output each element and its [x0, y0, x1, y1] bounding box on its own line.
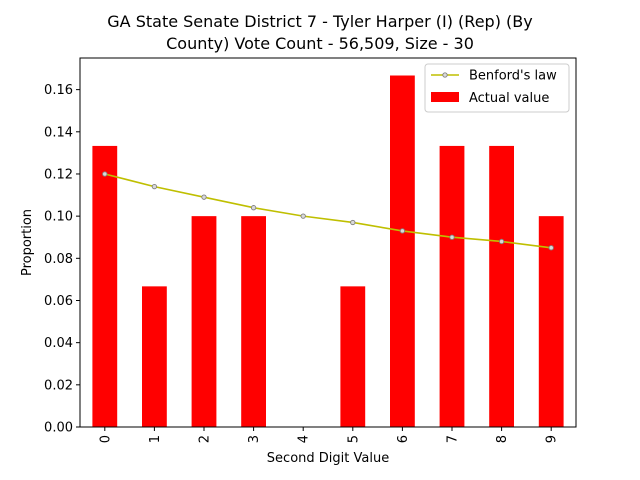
x-tick-label: 9 — [545, 435, 560, 443]
bar-8 — [489, 145, 514, 427]
x-tick-label: 8 — [495, 435, 510, 443]
x-axis-label: Second Digit Value — [267, 451, 389, 466]
x-tick-label: 0 — [98, 435, 113, 443]
bar-6 — [390, 75, 415, 427]
chart-title-line-1: GA State Senate District 7 - Tyler Harpe… — [107, 12, 533, 31]
x-tick-label: 4 — [297, 435, 312, 443]
y-tick-label: 0.04 — [44, 336, 73, 351]
y-tick-label: 0.02 — [44, 378, 73, 393]
benford-point-5 — [350, 219, 356, 226]
legend-marker-swatch — [442, 72, 448, 78]
chart-title-line-2: County) Vote Count - 56,509, Size - 30 — [166, 34, 474, 53]
x-tick-label: 3 — [247, 435, 262, 443]
x-tick-label: 1 — [148, 435, 163, 443]
bar-3 — [241, 216, 266, 427]
y-axis-label: Proportion — [20, 209, 35, 276]
benford-point-1 — [151, 183, 158, 190]
benford-point-0 — [102, 171, 108, 177]
bar-0 — [92, 145, 118, 427]
y-tick-label: 0.14 — [44, 125, 73, 140]
legend-box — [424, 63, 570, 113]
benford-point-3 — [250, 205, 257, 211]
benford-line — [104, 173, 552, 249]
bar-1 — [142, 286, 167, 427]
x-axis: 0 1 2 3 4 5 6 7 8 9 — [98, 427, 560, 443]
bar-2 — [191, 216, 217, 427]
legend-label-benford: Benford's law — [469, 69, 557, 84]
y-tick-label: 0.12 — [44, 167, 73, 182]
benford-point-8 — [498, 238, 505, 245]
bar-9 — [538, 216, 564, 427]
benford-point-2 — [201, 194, 207, 200]
x-tick-label: 7 — [446, 435, 461, 443]
y-tick-label: 0.10 — [44, 210, 73, 225]
benford-point-6 — [399, 228, 406, 234]
y-tick-label: 0.00 — [44, 421, 73, 436]
benford-point-4 — [300, 213, 306, 219]
legend-bar-swatch — [431, 92, 459, 102]
x-tick-label: 5 — [346, 435, 361, 443]
x-tick-label: 2 — [198, 435, 213, 443]
benford-point-9 — [548, 245, 554, 251]
x-tick-label: 6 — [396, 435, 411, 443]
y-axis: 0.00 0.02 0.04 0.06 0.08 0.10 0.12 0.14 0.16 — [44, 83, 80, 436]
bar-7 — [439, 145, 465, 427]
legend-label-actual: Actual value — [469, 91, 549, 106]
legend: Benford's law Actual value — [424, 63, 570, 113]
y-tick-label: 0.16 — [44, 83, 73, 98]
y-tick-label: 0.06 — [44, 294, 73, 309]
y-tick-label: 0.08 — [44, 252, 73, 267]
bars-layer — [92, 75, 564, 427]
bar-5 — [340, 286, 366, 427]
benford-line-layer — [102, 171, 554, 251]
benford-point-7 — [449, 234, 455, 240]
plot-frame — [79, 57, 577, 428]
